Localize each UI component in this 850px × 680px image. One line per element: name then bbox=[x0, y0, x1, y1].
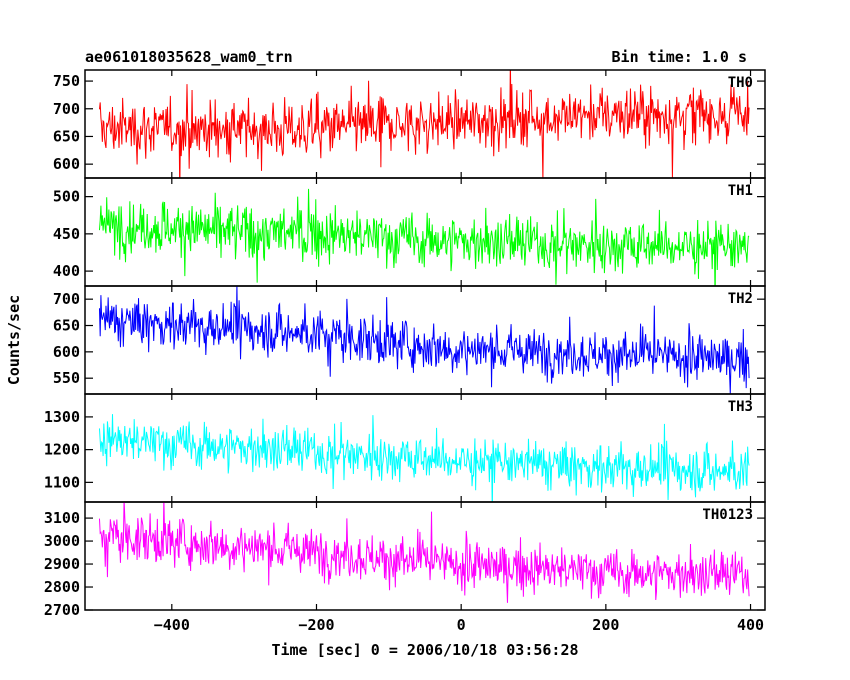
panel-th2: 550 600 650 700 TH2 bbox=[53, 285, 766, 395]
y-tick-label: 600 bbox=[53, 155, 80, 173]
x-axis-label: Time [sec] 0 = 2006/10/18 03:56:28 bbox=[271, 641, 578, 659]
y-tick-label: 2700 bbox=[44, 601, 80, 619]
x-tick-label: −200 bbox=[298, 616, 334, 634]
y-tick-label: 2800 bbox=[44, 578, 80, 596]
series-line-th0123 bbox=[98, 502, 750, 603]
x-tick-label: 200 bbox=[592, 616, 619, 634]
panel-th1: 400 450 500 TH1 bbox=[53, 177, 766, 287]
plot-title: ae061018035628_wam0_trn bbox=[85, 48, 293, 66]
y-tick-label: 550 bbox=[53, 369, 80, 387]
panel-th0: 600 650 700 750 TH0 bbox=[53, 69, 766, 179]
y-tick-label: 700 bbox=[53, 290, 80, 308]
series-label-th0123: TH0123 bbox=[702, 507, 753, 523]
series-line-th2 bbox=[98, 286, 750, 394]
y-axis-label: Counts/sec bbox=[5, 295, 23, 385]
x-tick-label: −400 bbox=[154, 616, 190, 634]
x-axis: −400 −200 0 200 400 bbox=[154, 616, 764, 634]
panel-th0123: 2700 2800 2900 3000 3100 TH0123 bbox=[44, 501, 766, 619]
series-line-th1 bbox=[98, 188, 750, 286]
series-label-th0: TH0 bbox=[728, 75, 753, 91]
y-tick-label: 700 bbox=[53, 100, 80, 118]
y-tick-label: 2900 bbox=[44, 555, 80, 573]
series-label-th2: TH2 bbox=[728, 291, 753, 307]
y-tick-label: 450 bbox=[53, 225, 80, 243]
x-tick-label: 400 bbox=[737, 616, 764, 634]
y-tick-label: 400 bbox=[53, 262, 80, 280]
panels: 600 650 700 750 TH0 400 450 500 TH1 550 600 650 700 T… bbox=[44, 69, 766, 619]
y-tick-label: 500 bbox=[53, 188, 80, 206]
series-label-th3: TH3 bbox=[728, 399, 753, 415]
y-tick-label: 1300 bbox=[44, 408, 80, 426]
y-tick-label: 750 bbox=[53, 72, 80, 90]
y-tick-label: 650 bbox=[53, 317, 80, 335]
y-tick-label: 600 bbox=[53, 343, 80, 361]
y-tick-label: 3000 bbox=[44, 532, 80, 550]
bin-time-label: Bin time: 1.0 s bbox=[612, 48, 747, 66]
x-tick-label: 0 bbox=[457, 616, 466, 634]
panel-th3: 1100 1200 1300 TH3 bbox=[44, 393, 766, 503]
y-tick-label: 1200 bbox=[44, 441, 80, 459]
series-line-th0 bbox=[98, 70, 750, 178]
panel-frame bbox=[84, 501, 766, 611]
y-tick-label: 3100 bbox=[44, 509, 80, 527]
series-label-th1: TH1 bbox=[728, 183, 753, 199]
y-tick-label: 650 bbox=[53, 127, 80, 145]
y-tick-label: 1100 bbox=[44, 473, 80, 491]
series-line-th3 bbox=[98, 414, 750, 502]
